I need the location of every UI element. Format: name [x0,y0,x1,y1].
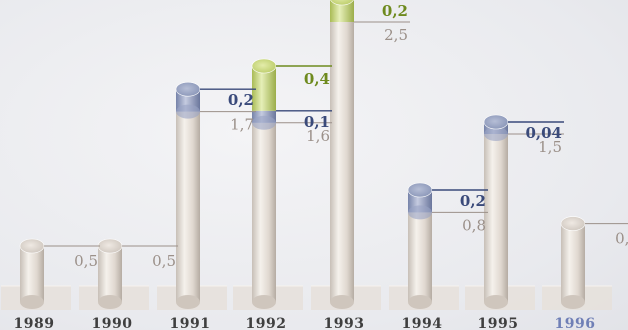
year-label-1992: 1992 [246,316,287,330]
bar-base [408,212,432,302]
bar-base-bottom [484,295,508,309]
bar-cap [330,0,354,6]
year-label-1996: 1996 [555,316,596,330]
bar-cap [175,81,201,97]
bar-segment-blue-seam [484,127,508,141]
bar-base-bottom [252,295,276,309]
year-label-1991: 1991 [170,316,211,330]
value-label-base: 1,6 [306,127,330,145]
bar-base-bottom [408,295,432,309]
bar-base [484,134,508,302]
value-label-blue: 0,2 [228,91,254,109]
value-label-base: 0,5 [152,252,176,270]
year-label-1995: 1995 [478,316,519,330]
bar-base-bottom [176,295,200,309]
bar-base [330,22,354,302]
year-label-1993: 1993 [324,316,365,330]
bar-cap [407,182,433,198]
value-label-blue: 0,1 [304,113,330,131]
value-label-base: 1,5 [538,138,562,156]
value-label-blue: 0,04 [525,124,562,142]
bar-base-bottom [561,295,585,309]
bar-segment-green [330,0,354,22]
year-label-1994: 1994 [402,316,443,330]
value-label-base: 1,7 [230,116,254,134]
bar-base-bottom [98,295,122,309]
bar-cap [97,238,123,254]
bar-segment-blue-seam [252,115,276,130]
bar-cap [251,58,277,74]
bar-segment-blue-seam [408,205,432,220]
bar-cap [560,216,586,231]
bar-cap [19,238,45,254]
bar-base [176,111,200,302]
year-label-1989: 1989 [14,316,55,330]
value-label-base: 0,5 [74,252,98,270]
bar-segment-blue-seam [176,104,200,119]
bar-base [20,246,44,302]
bar-base-bottom [20,295,44,309]
year-label-1990: 1990 [92,316,133,330]
pedestal-layer [1,285,612,310]
bar-base [561,223,585,302]
value-label-green: 0,2 [382,2,408,20]
bar-base [252,122,276,302]
labels-layer: 0,5 1989 0,5 1990 1,7 0,2 1991 1,60,1 0,4 1992 2,5… [14,2,628,330]
bars-layer [19,0,586,309]
bar-base [98,246,122,302]
bar-cap [483,114,509,130]
value-label-base: 0,7 [615,230,628,248]
bar-segment-green [252,66,276,111]
value-label-green: 0,4 [304,70,330,88]
value-label-base: 0,8 [462,216,486,234]
value-label-base: 2,5 [384,26,408,44]
bar-base-bottom [330,295,354,309]
value-label-blue: 0,2 [460,192,486,210]
